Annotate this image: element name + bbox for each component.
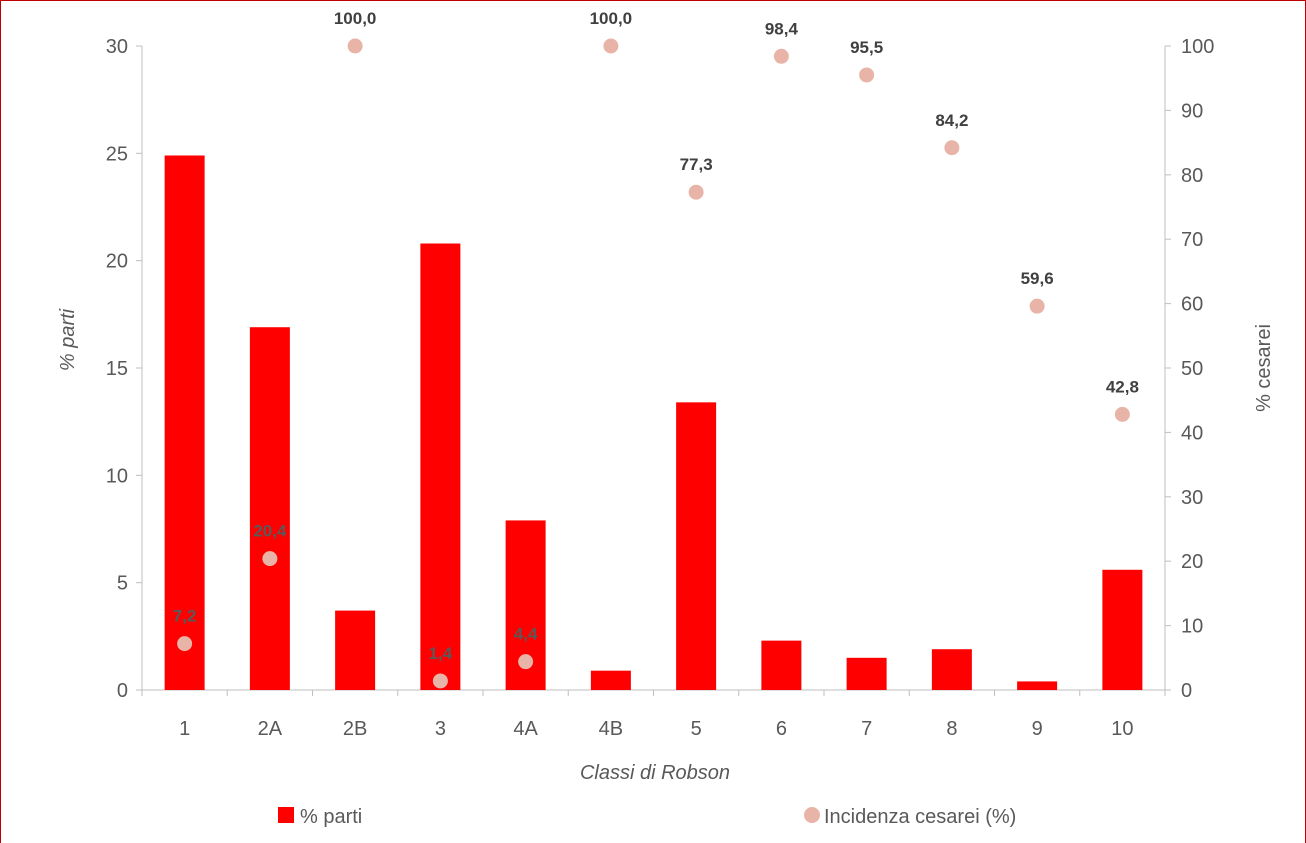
- scatter-point: [944, 140, 960, 156]
- bar: [761, 640, 802, 690]
- data-labels: 7,2 20,4 100,0 1,4 4,4 100,0 77,3 98,4 95,5 84,2 5…: [173, 9, 1139, 663]
- bar: [1017, 681, 1058, 690]
- y2-tick-label: 0: [1181, 680, 1192, 702]
- x-tick-label: 5: [691, 718, 702, 740]
- scatter-point: [177, 636, 193, 652]
- y-tick-label: 0: [117, 680, 128, 702]
- bar: [931, 649, 972, 690]
- x-tick-label: 2B: [343, 718, 367, 740]
- y2-axis-title: % cesarei: [1253, 324, 1275, 412]
- y2-tick-label: 60: [1181, 294, 1203, 316]
- y2-tick-label: 80: [1181, 165, 1203, 187]
- data-label: 42,8: [1106, 377, 1139, 396]
- data-label: 98,4: [765, 19, 799, 38]
- scatter-point: [347, 38, 363, 54]
- bar: [335, 610, 376, 690]
- legend-label-bar: % parti: [300, 806, 362, 828]
- x-tick-label: 8: [946, 718, 957, 740]
- x-tick-label: 7: [861, 718, 872, 740]
- y2-tick-label: 40: [1181, 422, 1203, 444]
- x-tick-label: 2A: [258, 718, 283, 740]
- x-tick-label: 4A: [513, 718, 538, 740]
- y-tick-label: 30: [106, 36, 128, 58]
- x-axis-title: Classi di Robson: [580, 762, 730, 784]
- scatter-point: [518, 654, 534, 670]
- x-tick-label: 9: [1032, 718, 1043, 740]
- data-label: 1,4: [429, 644, 453, 663]
- y-tick-label: 5: [117, 573, 128, 595]
- x-tick-label: 1: [179, 718, 190, 740]
- y2-tick-label: 10: [1181, 616, 1203, 638]
- bar: [590, 670, 631, 690]
- scatter-point: [262, 551, 278, 567]
- bar: [1102, 569, 1143, 690]
- scatter-point: [432, 673, 448, 689]
- legend: % parti Incidenza cesarei (%): [278, 806, 1016, 828]
- bar-series: [164, 155, 1143, 691]
- y2-tick-label: 100: [1181, 36, 1214, 58]
- scatter-point: [773, 48, 789, 64]
- scatter-point: [1029, 298, 1045, 314]
- data-label: 59,6: [1021, 269, 1054, 288]
- scatter-point: [859, 67, 875, 83]
- axes: [136, 45, 1171, 696]
- legend-swatch-bar: [278, 807, 294, 823]
- x-tick-label: 10: [1111, 718, 1133, 740]
- bar: [249, 327, 290, 690]
- legend-swatch-point: [804, 807, 820, 823]
- y-tick-label: 15: [106, 358, 128, 380]
- scatter-series: [177, 38, 1130, 689]
- data-label: 7,2: [173, 607, 197, 626]
- data-label: 95,5: [850, 38, 883, 57]
- bar: [420, 243, 461, 690]
- data-label: 4,4: [514, 625, 538, 644]
- y2-tick-label: 50: [1181, 358, 1203, 380]
- y-tick-label: 20: [106, 251, 128, 273]
- y2-tick-label: 90: [1181, 100, 1203, 122]
- legend-label-point: Incidenza cesarei (%): [824, 806, 1016, 828]
- y2-tick-label: 70: [1181, 229, 1203, 251]
- bar: [846, 657, 887, 690]
- data-label: 20,4: [253, 522, 287, 541]
- bar: [676, 402, 717, 690]
- scatter-point: [603, 38, 619, 54]
- y2-tick-label: 20: [1181, 551, 1203, 573]
- y2-tick-label: 30: [1181, 487, 1203, 509]
- x-tick-label: 4B: [599, 718, 623, 740]
- data-label: 84,2: [935, 111, 968, 130]
- scatter-point: [1114, 406, 1130, 422]
- y-tick-label: 25: [106, 143, 128, 165]
- x-tick-label: 6: [776, 718, 787, 740]
- data-label: 100,0: [590, 9, 633, 28]
- data-label: 100,0: [334, 9, 377, 28]
- bar: [164, 155, 205, 691]
- x-tick-label: 3: [435, 718, 446, 740]
- y-tick-label: 10: [106, 465, 128, 487]
- scatter-point: [688, 184, 704, 200]
- tick-labels: 0 5 10 15 20 25 30 0 10 20 30 40 50 60 70 80 90 100 1 2A 2B 3…: [106, 36, 1215, 740]
- y-axis-title: % parti: [57, 308, 79, 371]
- data-label: 77,3: [680, 155, 713, 174]
